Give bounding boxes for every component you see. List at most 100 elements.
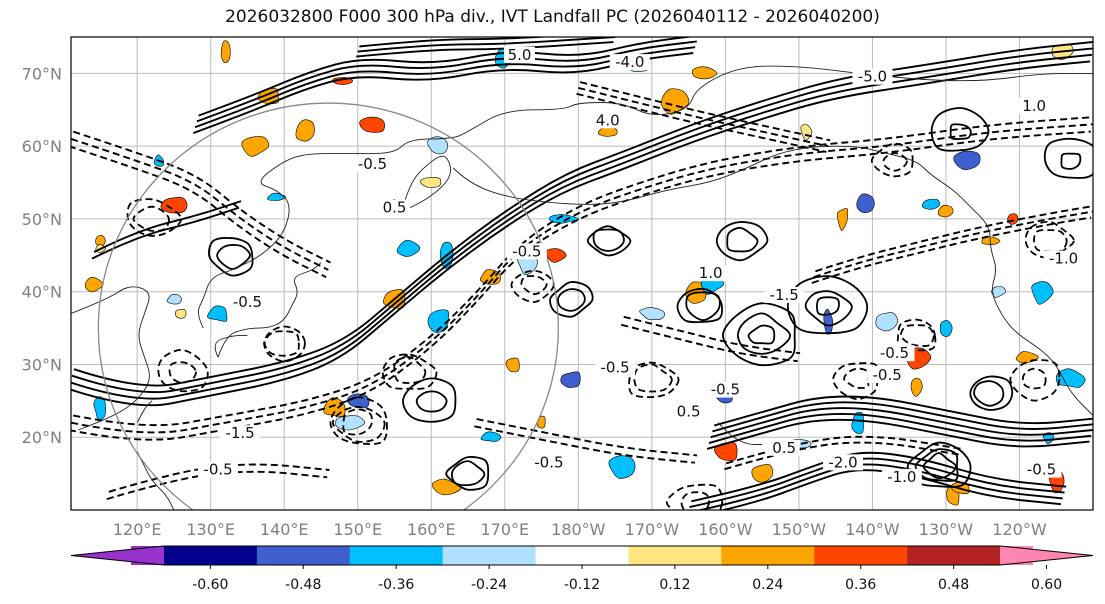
contour-label-bg (609, 54, 650, 71)
colorbar-segment (628, 546, 722, 565)
contour-label: 4.0 (596, 111, 620, 129)
negative-contour (576, 92, 827, 153)
contour-label: 0.5 (772, 439, 796, 457)
colorbar-segment (721, 546, 815, 565)
positive-contour (549, 281, 594, 318)
negative-contour (680, 491, 710, 510)
lon-tick-label: 130°W (919, 520, 974, 539)
negative-contour (510, 269, 555, 303)
contour-label-bg (1043, 250, 1084, 267)
contour-label-bg (764, 286, 805, 303)
contour-label: -0.5 (512, 242, 541, 260)
negative-contour (157, 348, 209, 393)
negative-contour (73, 116, 1093, 427)
negative-contour (71, 123, 1093, 434)
positive-contour (706, 418, 1090, 450)
contour-label-bg (881, 468, 922, 485)
negative-contour (628, 361, 680, 399)
contour-label: -0.5 (1027, 461, 1056, 479)
positive-contour (71, 60, 1091, 407)
contour-label: 5.0 (508, 46, 532, 64)
lon-tick-label: 160°E (407, 520, 456, 539)
colorbar-outline (70, 545, 1094, 566)
positive-contour (969, 375, 1014, 411)
latitude-labels: 70°N 60°N 50°N 40°N 30°N 20°N (22, 64, 62, 447)
negative-contour (1009, 359, 1061, 402)
negative-contour (331, 406, 386, 443)
divergence-shading (85, 40, 1086, 506)
lat-tick-label: 40°N (22, 283, 62, 302)
shade-patch (910, 377, 923, 397)
colorbar-tick-label: 0.12 (659, 577, 690, 593)
shade-patch (939, 320, 953, 337)
positive-contour (196, 40, 697, 123)
shade-patch (953, 150, 981, 170)
negative-contour (476, 418, 698, 457)
negative-contour (72, 130, 331, 264)
negative-contour (620, 323, 798, 363)
positive-contour (930, 107, 990, 152)
negative-contour (132, 205, 170, 232)
contour-label: -0.5 (358, 155, 387, 173)
contour-label: -1.5 (770, 286, 799, 304)
contour-label: -0.5 (203, 461, 232, 479)
lon-tick-label: 170°E (480, 520, 529, 539)
coastline (401, 155, 452, 213)
negative-contour (633, 363, 673, 393)
colorbar-segment (256, 546, 351, 565)
positive-contour (715, 221, 769, 262)
colorbar-tick-label: -0.60 (192, 577, 228, 593)
contour-label-bg (867, 367, 908, 384)
positive-contour (450, 460, 486, 487)
ivt-contours (71, 37, 1093, 510)
positive-contour (708, 412, 1092, 445)
positive-contour (586, 225, 632, 257)
colorbar-segment (1000, 546, 1033, 565)
lon-tick-label: 160°W (698, 520, 753, 539)
negative-contour (900, 324, 935, 347)
contour-label-bg (198, 461, 239, 478)
negative-contour (726, 435, 962, 465)
negative-contour (263, 325, 306, 363)
lat-tick-label: 50°N (22, 210, 62, 229)
contour-label-bg (852, 68, 893, 85)
positive-contour (786, 275, 869, 335)
contour-label-bg (528, 454, 569, 471)
contour-label: -1.5 (225, 424, 254, 442)
positive-contour (710, 407, 1093, 439)
positive-contour (194, 46, 696, 129)
negative-contour (520, 275, 548, 296)
negative-contour (623, 315, 801, 355)
shade-patch (714, 442, 738, 462)
positive-contour (557, 288, 586, 312)
contour-label: -1.0 (1049, 250, 1078, 268)
shade-patch (981, 236, 1001, 246)
positive-contour (721, 302, 796, 367)
lon-tick-label: 130°E (186, 520, 235, 539)
colorbar-tick-label: 0.48 (938, 577, 969, 593)
contour-label: 1.0 (699, 264, 723, 282)
contour-label: -4.0 (615, 53, 644, 71)
contour-label-bg (705, 381, 746, 398)
negative-contour (578, 86, 829, 148)
colorbar-segment (163, 546, 258, 565)
colorbar-segment (131, 546, 164, 565)
negative-contour (393, 356, 427, 384)
negative-contour (474, 425, 695, 464)
positive-contour (726, 226, 759, 253)
positive-contour (71, 53, 1093, 400)
lon-tick-label: 140°W (845, 520, 900, 539)
contour-label: -0.5 (872, 366, 901, 384)
lon-tick-label: 150°W (772, 520, 827, 539)
negative-contour (329, 396, 388, 445)
positive-contour (906, 441, 972, 488)
colorbar-tick-label: -0.12 (564, 577, 600, 593)
colorbar-segment (907, 546, 1001, 565)
positive-contour (712, 401, 1093, 433)
positive-contour (914, 448, 959, 482)
shade-patch (608, 455, 636, 479)
negative-contour (896, 318, 937, 352)
contour-label-bg (595, 359, 636, 376)
lat-tick-label: 30°N (22, 355, 62, 374)
positive-contour (208, 237, 254, 277)
